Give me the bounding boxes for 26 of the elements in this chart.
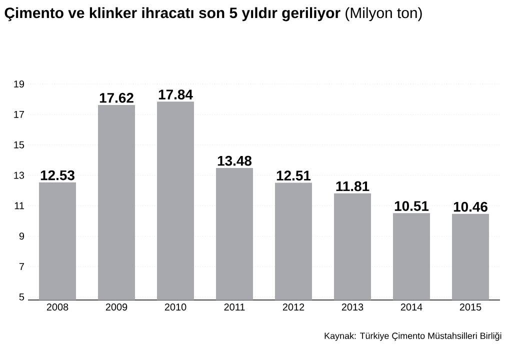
x-tick-label: 2013: [342, 304, 364, 311]
x-tick-label: 2012: [282, 304, 304, 311]
x-tick-label: 2011: [224, 304, 245, 311]
data-label: 13.48: [218, 156, 252, 166]
data-label: 11.81: [336, 181, 370, 192]
data-label: 10.46: [454, 202, 488, 212]
x-tick-label: 2014: [400, 304, 422, 311]
y-tick-label: 13: [14, 172, 24, 179]
data-label: 12.53: [40, 170, 74, 180]
x-tick-label: 2015: [460, 304, 482, 311]
chart-title: Çimento ve klinker ihracatı son 5 yıldır geriliyor (Milyon ton): [4, 7, 422, 22]
data-label: 10.51: [394, 201, 429, 211]
text: Kaynak: Türkiye Çimento Müstahsilleri Birliği: [324, 332, 502, 341]
x-tick-label: 2009: [106, 304, 128, 311]
y-tick-label: 15: [14, 141, 24, 148]
y-tick-label: 17: [14, 110, 24, 118]
y-tick-label: 19: [14, 80, 24, 88]
x-tick-label: 2010: [164, 304, 186, 311]
data-label: 17.62: [100, 92, 134, 103]
y-tick-label: 7: [19, 263, 24, 270]
x-tick-label: 2008: [46, 304, 68, 311]
y-tick-label: 9: [19, 232, 24, 240]
data-label: 12.51: [276, 170, 311, 181]
y-tick-label: 11: [14, 202, 24, 210]
data-label: 17.84: [158, 90, 193, 100]
y-tick-label: 5: [19, 293, 24, 300]
